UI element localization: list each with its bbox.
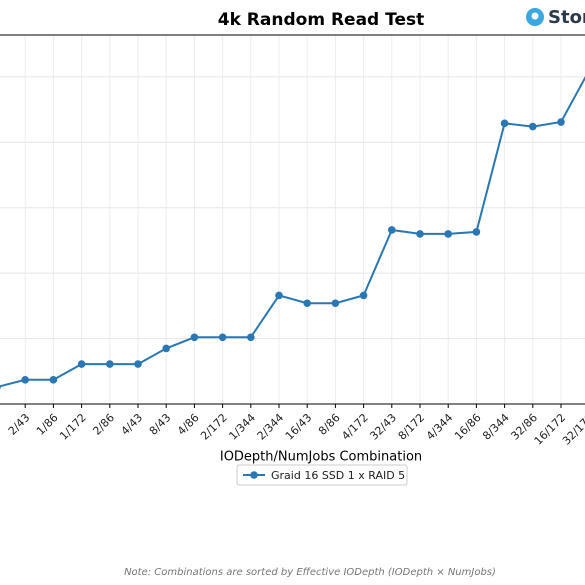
x-tick-label: 2/172 bbox=[198, 411, 230, 443]
marker bbox=[49, 375, 58, 384]
x-tick-label: 2/344 bbox=[255, 411, 287, 443]
note: Note: Combinations are sorted by Effecti… bbox=[124, 567, 496, 578]
x-tick-label: 4/344 bbox=[424, 411, 456, 443]
marker bbox=[331, 299, 340, 308]
x-tick-label: 8/43 bbox=[147, 411, 174, 438]
marker bbox=[388, 226, 396, 234]
marker bbox=[77, 360, 86, 368]
marker bbox=[218, 333, 227, 342]
marker bbox=[190, 333, 199, 342]
logo: Stor bbox=[526, 7, 585, 28]
x-tick-label: 16/43 bbox=[283, 411, 315, 443]
marker bbox=[416, 230, 424, 238]
x-tick-label: 8/172 bbox=[396, 411, 428, 443]
x-tick-label: 4/172 bbox=[339, 411, 371, 443]
marker bbox=[500, 119, 509, 128]
marker bbox=[247, 333, 255, 342]
marker bbox=[106, 360, 114, 368]
x-tick-label: 4/43 bbox=[119, 411, 146, 438]
x-tick-label: 8/344 bbox=[480, 411, 512, 443]
chart-title: 4k Random Read Test bbox=[218, 10, 425, 30]
logo-icon-hole bbox=[531, 12, 539, 20]
x-tick-label: 2/86 bbox=[90, 411, 117, 438]
x-tick-label: 1/344 bbox=[226, 411, 258, 443]
marker bbox=[359, 291, 368, 300]
x-axis-label: IODepth/NumJobs Combination bbox=[220, 450, 422, 465]
marker bbox=[134, 360, 142, 368]
line bbox=[0, 75, 585, 388]
legend-label: Graid 16 SSD 1 x RAID 5 bbox=[271, 469, 405, 482]
logo-text: Stor bbox=[548, 7, 585, 28]
marker bbox=[529, 122, 537, 131]
x-tick-label: 16/86 bbox=[452, 411, 484, 443]
x-tick-label: 2/43 bbox=[6, 411, 33, 438]
marker bbox=[275, 291, 283, 300]
marker bbox=[303, 299, 312, 308]
marker bbox=[162, 344, 170, 353]
x-tick-label: 1/172 bbox=[57, 411, 89, 443]
legend-marker bbox=[250, 471, 258, 479]
legend-box bbox=[236, 464, 408, 486]
marker bbox=[472, 228, 481, 236]
marker bbox=[0, 384, 1, 390]
marker bbox=[557, 118, 565, 126]
x-tick-label: 32/43 bbox=[367, 411, 399, 443]
legend: Graid 16 SSD 1 x RAID 5 bbox=[236, 464, 408, 486]
marker bbox=[21, 375, 30, 384]
marker bbox=[444, 230, 453, 238]
